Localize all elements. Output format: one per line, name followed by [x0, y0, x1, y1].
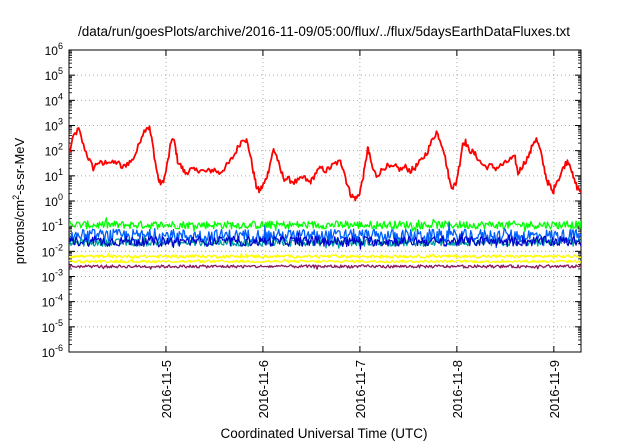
- x-tick-label: 2016-11-5: [159, 360, 174, 418]
- y-axis: 10-6 10-5 10-4 10-3 10-2 10-1 100 101 102 103 104 1…: [42, 41, 581, 360]
- x-tick-label: 2016-11-8: [450, 360, 465, 418]
- x-axis-label: Coordinated Universal Time (UTC): [220, 426, 427, 441]
- y-tick-label: 102: [45, 142, 63, 159]
- y-axis-label-main: protons/cm: [12, 200, 27, 264]
- y-tick-label: 10-5: [42, 318, 63, 335]
- y-axis-label-sup: 2: [11, 195, 21, 200]
- grid-lines: [69, 50, 581, 352]
- y-tick-label: 10-1: [42, 217, 63, 234]
- y-tick-label: 104: [45, 91, 63, 108]
- series-line-6: [69, 258, 581, 264]
- series-line-1: [69, 217, 581, 233]
- series-group: [69, 125, 581, 270]
- x-axis: 2016-11-5 2016-11-6 2016-11-7 2016-11-8 2016…: [159, 50, 562, 418]
- y-tick-label: 10-3: [42, 268, 63, 285]
- y-tick-label: 10-4: [42, 293, 63, 310]
- y-axis-label-rest: -s-sr-MeV: [12, 137, 27, 194]
- y-tick-label: 103: [45, 117, 63, 134]
- y-tick-label: 105: [45, 66, 63, 83]
- x-tick-label: 2016-11-7: [353, 360, 368, 418]
- y-tick-label: 10-6: [42, 343, 63, 360]
- chart-title: /data/run/goesPlots/archive/2016-11-09/0…: [78, 24, 570, 39]
- y-tick-label: 106: [45, 41, 63, 58]
- y-axis-label: protons/cm2-s-sr-MeV: [11, 137, 27, 264]
- series-line-5: [69, 253, 581, 259]
- y-tick-label: 100: [45, 192, 63, 209]
- x-tick-label: 2016-11-6: [256, 360, 271, 418]
- y-tick-label: 10-2: [42, 242, 63, 259]
- series-line-0: [69, 125, 581, 202]
- series-line-4: [69, 232, 581, 250]
- series-line-7: [69, 264, 581, 270]
- y-tick-label: 101: [45, 167, 63, 184]
- x-tick-label: 2016-11-9: [547, 360, 562, 418]
